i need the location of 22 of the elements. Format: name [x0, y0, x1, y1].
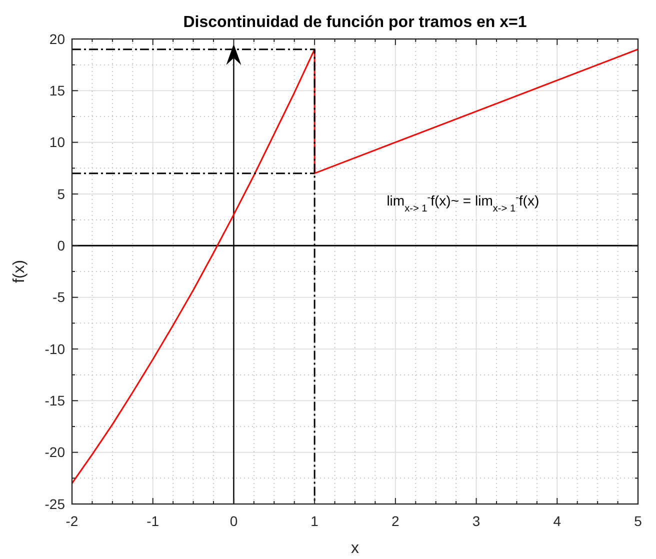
x-tick-label: 5 [634, 513, 642, 529]
x-tick-label: 2 [392, 513, 400, 529]
x-tick-label: 3 [472, 513, 480, 529]
y-tick-label: -25 [44, 496, 66, 512]
y-tick-label: 0 [57, 238, 66, 254]
y-tick-label: -20 [44, 444, 66, 460]
y-tick-label: 15 [49, 82, 66, 99]
x-tick-label: -2 [66, 513, 78, 529]
annotation: lim$_{x-> 1}$$^{-}$f(x)~ = lim$_{x-> 1}$$^{-}$f(x) [386, 192, 540, 214]
x-tick-label: 0 [230, 513, 238, 529]
y-tick-label: 20 [49, 30, 66, 47]
y-tick-label: -15 [44, 392, 66, 409]
x-tick-label: -1 [146, 513, 160, 529]
x-tick-label: 1 [310, 513, 319, 529]
y-tick-label: 10 [49, 134, 66, 150]
y-tick-label: -5 [52, 289, 66, 306]
x-tick-label: 4 [553, 513, 562, 529]
x-axis-title: x [351, 540, 359, 557]
y-axis-title: f(x) [11, 260, 28, 284]
y-tick-label: 5 [57, 186, 66, 202]
chart-title: Discontinuidad de función por tramos en x=1 [183, 14, 527, 31]
y-tick-label: -10 [44, 340, 66, 357]
